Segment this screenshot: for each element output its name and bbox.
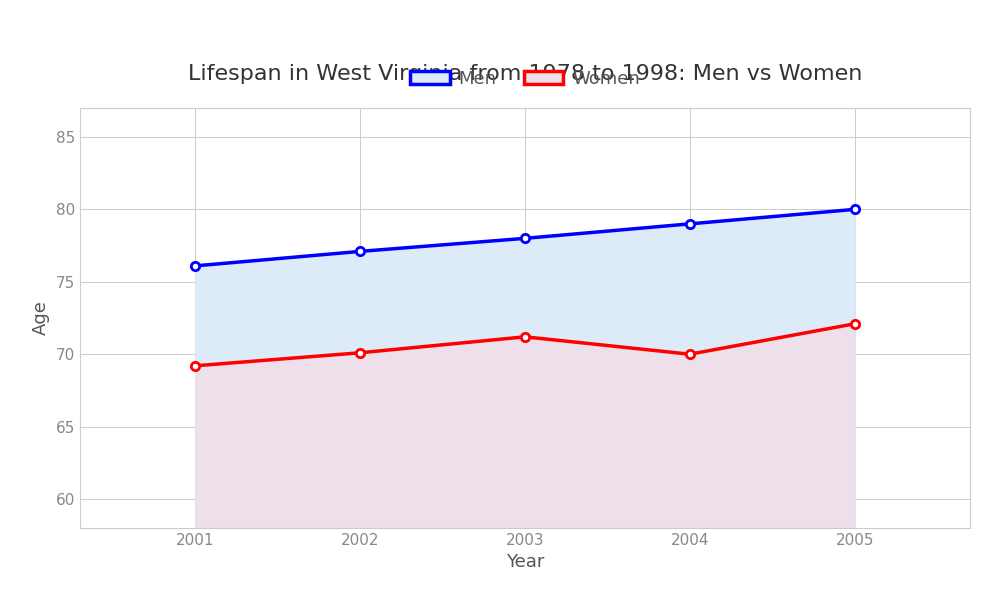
Legend: Men, Women: Men, Women [403,62,647,95]
Y-axis label: Age: Age [32,301,50,335]
X-axis label: Year: Year [506,553,544,571]
Title: Lifespan in West Virginia from 1978 to 1998: Men vs Women: Lifespan in West Virginia from 1978 to 1… [188,64,862,84]
